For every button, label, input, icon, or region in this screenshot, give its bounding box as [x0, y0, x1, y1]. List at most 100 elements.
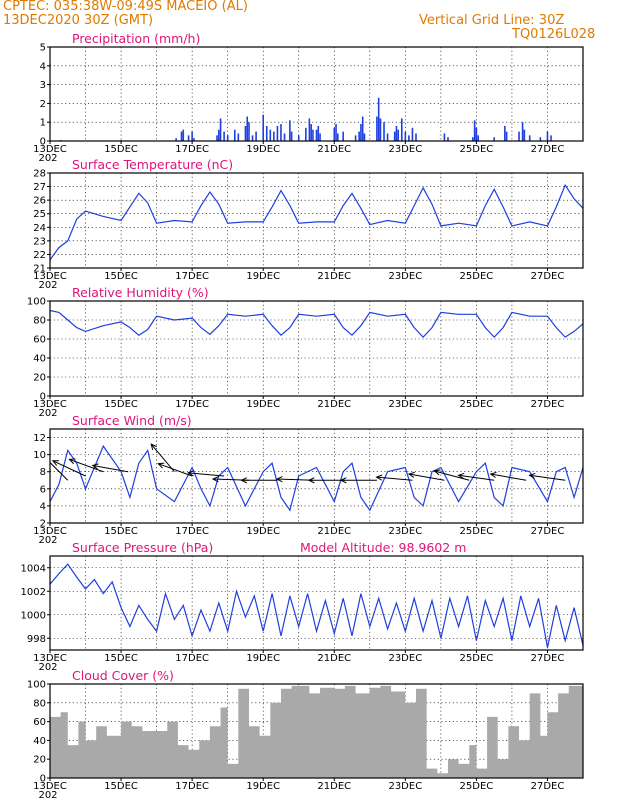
precip-bar — [175, 138, 177, 141]
precip-bar — [219, 118, 222, 141]
x-tick-label: 27DEC — [531, 781, 565, 792]
y-tick-label: 40 — [33, 354, 46, 365]
panel-frame-cloud — [49, 683, 584, 779]
wind-arrow-head — [307, 477, 315, 484]
y-tick-label: 8 — [40, 467, 46, 478]
precip-bar — [226, 135, 229, 141]
x-tick-label: 27DEC — [531, 653, 565, 664]
precip-bar — [180, 131, 183, 141]
precip-bar — [265, 125, 268, 141]
y-tick-label: 1 — [40, 118, 46, 129]
precip-bar — [317, 125, 320, 141]
x-tick-label: 15DEC — [104, 653, 138, 664]
precip-bar — [333, 127, 336, 141]
precip-bar — [472, 137, 474, 141]
x-tick-label: 15DEC — [104, 144, 138, 155]
y-tick-label: 1004 — [21, 563, 46, 574]
x-tick-label: 13DEC — [33, 781, 67, 792]
x-tick-label: 23DEC — [388, 526, 422, 537]
wind-arrow — [407, 471, 445, 481]
panel-frame-pressure — [49, 555, 584, 651]
precip-bar — [182, 129, 185, 141]
x-year-fragment: 202 — [38, 153, 57, 164]
wind-arrow — [307, 477, 345, 484]
precip-bar — [360, 124, 362, 141]
wind-series-line — [50, 444, 583, 512]
wind-arrow-head — [489, 471, 497, 478]
precip-bar — [262, 114, 264, 141]
wind-arrow — [50, 461, 69, 481]
wind-arrow — [187, 470, 225, 477]
y-tick-label: 22 — [33, 250, 46, 261]
x-tick-label: 25DEC — [460, 526, 494, 537]
precip-bar — [408, 135, 410, 141]
precip-bar — [523, 129, 526, 141]
data-wind — [50, 443, 583, 512]
precip-bar — [217, 129, 220, 141]
wind-arrow-shaft — [150, 443, 175, 473]
x-tick-label: 13DEC — [33, 271, 67, 282]
y-tick-label: 2 — [40, 99, 46, 110]
x-tick-label: 13DEC — [33, 144, 67, 155]
data-temp — [50, 183, 583, 261]
y-tick-label: 40 — [33, 736, 46, 747]
precip-bar — [383, 122, 385, 141]
cloud-cover-area — [50, 685, 583, 778]
wind-arrow-shaft — [458, 474, 495, 481]
y-tick-label: 20 — [33, 373, 46, 384]
data-cloud — [50, 685, 583, 778]
y-tick-label: 25 — [33, 209, 46, 220]
precip-bar — [276, 125, 279, 141]
x-tick-label: 23DEC — [388, 144, 422, 155]
x-tick-label: 17DEC — [175, 526, 209, 537]
y-tick-label: 80 — [33, 698, 46, 709]
data-rh — [50, 309, 583, 338]
precip-bar — [315, 129, 318, 141]
wind-arrow-shaft — [50, 461, 69, 481]
y-tick-label: 3 — [40, 80, 46, 91]
x-tick-label: 23DEC — [388, 653, 422, 664]
x-tick-label: 19DEC — [246, 271, 280, 282]
wind-arrow-head — [187, 470, 195, 477]
x-tick-label: 15DEC — [104, 526, 138, 537]
x-tick-label: 15DEC — [104, 781, 138, 792]
x-tick-label: 25DEC — [460, 781, 494, 792]
y-tick-label: 998 — [27, 634, 46, 645]
wind-arrow-shaft — [52, 460, 86, 477]
wind-arrow — [150, 443, 175, 473]
y-tick-label: 26 — [33, 196, 46, 207]
precip-bar — [312, 129, 314, 141]
precip-bar — [191, 131, 193, 141]
panel-frame-precip — [49, 46, 584, 142]
x-tick-label: 21DEC — [317, 144, 351, 155]
panel-frame-rh — [49, 300, 584, 397]
x-tick-label: 13DEC — [33, 399, 67, 410]
precip-bar — [376, 116, 378, 141]
y-tick-label: 20 — [33, 755, 46, 766]
panel-frame-temp — [49, 172, 584, 269]
panel-frame-wind — [49, 428, 584, 524]
x-tick-label: 25DEC — [460, 144, 494, 155]
precip-bar — [305, 127, 307, 141]
y-tick-label: 28 — [33, 169, 46, 180]
precip-bar — [319, 133, 321, 141]
y-tick-label: 23 — [33, 236, 46, 247]
y-tick-label: 2 — [40, 519, 46, 530]
x-tick-label: 25DEC — [460, 271, 494, 282]
panel-title-wind: Surface Wind (m/s) — [72, 413, 192, 428]
y-tick-label: 1000 — [21, 610, 46, 621]
x-year-fragment: 202 — [38, 535, 57, 546]
x-year-fragment: 202 — [38, 790, 57, 800]
wind-arrow — [457, 472, 495, 481]
x-tick-label: 21DEC — [317, 399, 351, 410]
x-tick-label: 19DEC — [246, 399, 280, 410]
precip-bar — [248, 122, 250, 141]
panel-temp — [47, 172, 584, 271]
y-tick-label: 1002 — [21, 587, 46, 598]
wind-arrow-shaft — [276, 478, 313, 481]
x-tick-label: 15DEC — [104, 271, 138, 282]
precip-bar — [415, 133, 417, 141]
precip-bar — [193, 138, 195, 141]
panel-cloud — [47, 683, 584, 781]
